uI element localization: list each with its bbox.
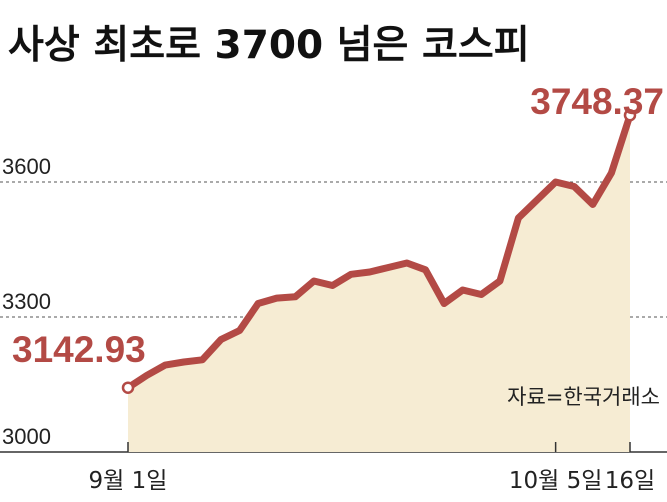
x-tick-label: 16일 (605, 468, 655, 494)
y-tick-layer: 3000 3300 3600 (2, 154, 51, 449)
area-layer (128, 115, 630, 452)
value-label-layer: 3142.93 3748.37 (12, 81, 664, 370)
y-tick-label: 3600 (2, 154, 51, 179)
series-line (124, 111, 634, 392)
endpoint-marker (623, 108, 637, 122)
start-value-label: 3142.93 (12, 329, 146, 370)
end-value-label: 3748.37 (530, 81, 664, 122)
chart-title: 사상 최초로 3700 넘은 코스피 (8, 23, 530, 68)
endpoint-marker (121, 381, 135, 394)
y-tick-label: 3000 (2, 424, 51, 449)
x-tick-label: 9월 1일 (89, 468, 168, 494)
x-tick-label: 10월 5일 (509, 468, 603, 494)
line-layer (121, 108, 637, 394)
area-fill (128, 115, 630, 452)
y-tick-label: 3300 (2, 289, 51, 314)
source-note: 자료=한국거래소 (507, 385, 660, 409)
x-tick-layer: 9월 1일 10월 5일 16일 (89, 442, 655, 494)
